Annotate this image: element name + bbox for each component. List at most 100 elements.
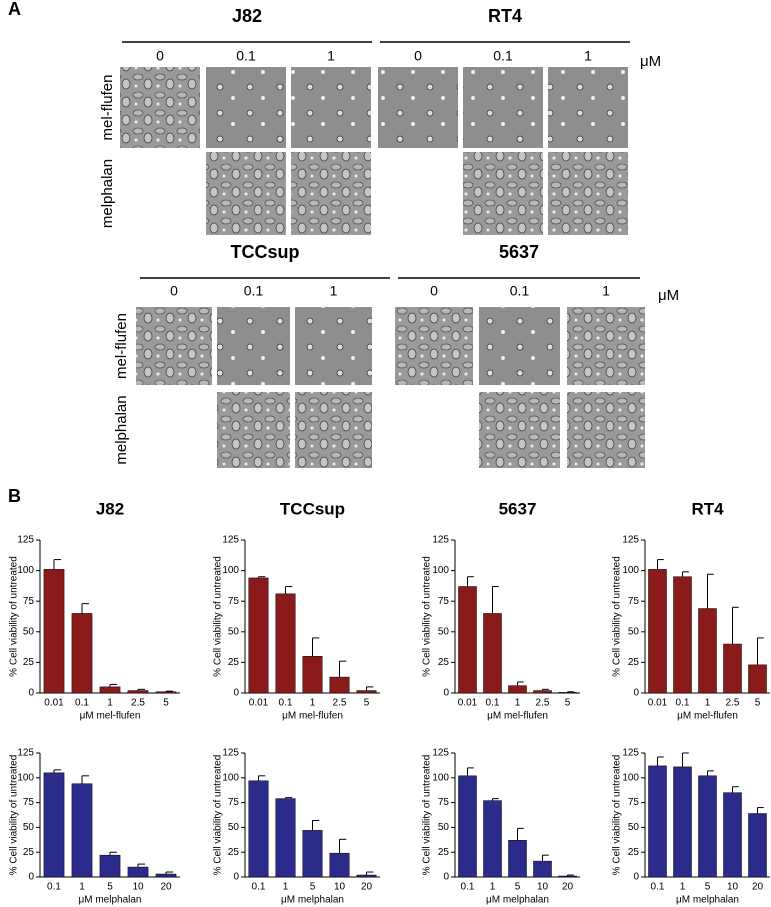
y-tick-label: 100 (622, 565, 639, 576)
x-tick-label: 1 (705, 698, 711, 709)
y-tick-label: 25 (228, 847, 240, 858)
micrograph (291, 67, 371, 148)
y-tick-label: 0 (633, 688, 639, 699)
x-tick-label: 5 (755, 698, 761, 709)
bar (248, 780, 269, 878)
row-label: melphalan (99, 159, 116, 228)
y-tick-label: 75 (628, 596, 640, 607)
x-tick-label: 5 (310, 882, 316, 893)
dose-label: 0 (414, 48, 422, 64)
chart-title: J82 (96, 499, 124, 518)
x-tick-label: 1 (79, 882, 85, 893)
bar (558, 875, 577, 878)
x-axis-label: μM melphalan (486, 895, 549, 906)
y-tick-label: 125 (622, 748, 639, 759)
x-axis-label: μM mel-flufen (80, 711, 141, 722)
micrograph (206, 152, 286, 235)
x-axis-label: μM mel-flufen (677, 711, 738, 722)
dose-label: 0.1 (493, 48, 513, 64)
dose-label: 1 (327, 48, 335, 64)
bar (533, 860, 552, 878)
x-tick-label: 5 (364, 698, 370, 709)
micrograph (206, 67, 286, 148)
bar (302, 656, 323, 694)
micrograph (567, 392, 645, 468)
dose-label: 0 (156, 48, 164, 64)
x-tick-label: 2.5 (536, 698, 550, 709)
x-tick-label: 0.1 (461, 882, 475, 893)
y-tick-label: 75 (438, 797, 450, 808)
micrograph (395, 307, 473, 385)
x-tick-label: 1 (515, 698, 521, 709)
y-tick-label: 0 (233, 872, 239, 883)
micrograph (217, 307, 290, 385)
x-tick-label: 1 (107, 698, 113, 709)
y-tick-label: 25 (23, 657, 35, 668)
y-tick-label: 75 (228, 596, 240, 607)
y-tick-label: 25 (23, 847, 35, 858)
y-tick-label: 75 (628, 797, 640, 808)
bar (508, 840, 527, 878)
y-tick-label: 125 (222, 748, 239, 759)
y-tick-label: 50 (438, 626, 450, 637)
x-tick-label: 0.1 (279, 698, 293, 709)
x-tick-label: 2.5 (333, 698, 347, 709)
y-tick-label: 100 (17, 772, 34, 783)
micrograph (295, 307, 372, 385)
bar (356, 690, 377, 694)
bar (127, 866, 149, 878)
y-axis-label: % Cell viability of untreated (612, 755, 623, 876)
dose-label: 1 (330, 283, 338, 299)
x-tick-label: 20 (160, 882, 172, 893)
y-tick-label: 100 (222, 772, 239, 783)
x-tick-label: 0.1 (651, 882, 665, 893)
x-tick-label: 5 (515, 882, 521, 893)
y-axis-label: % Cell viability of untreated (213, 556, 224, 677)
y-tick-label: 25 (438, 657, 450, 668)
bar (483, 800, 502, 878)
cell-line-name: RT4 (488, 6, 522, 26)
row-label: mel-flufen (99, 75, 116, 141)
x-tick-label: 10 (334, 882, 346, 893)
micrograph (463, 152, 543, 235)
bar (558, 692, 577, 694)
bar (648, 569, 667, 694)
x-tick-label: 0.01 (249, 698, 269, 709)
x-tick-label: 5 (565, 698, 571, 709)
y-tick-label: 50 (628, 626, 640, 637)
micrograph (567, 307, 645, 385)
y-tick-label: 50 (228, 626, 240, 637)
x-tick-label: 1 (283, 882, 289, 893)
bar (155, 691, 177, 694)
y-tick-label: 100 (432, 772, 449, 783)
micrograph (378, 67, 458, 148)
x-tick-label: 0.01 (648, 698, 668, 709)
x-tick-label: 0.1 (75, 698, 89, 709)
bar (483, 613, 502, 694)
y-tick-label: 125 (622, 535, 639, 546)
x-tick-label: 20 (752, 882, 764, 893)
micrograph (463, 67, 543, 148)
y-tick-label: 125 (17, 748, 34, 759)
y-tick-label: 0 (443, 872, 449, 883)
chart-title: 5637 (499, 499, 537, 518)
row-label: melphalan (113, 395, 130, 464)
bar (508, 685, 527, 694)
y-tick-label: 0 (633, 872, 639, 883)
bar (748, 813, 767, 878)
y-tick-label: 75 (23, 797, 35, 808)
bar (648, 765, 667, 878)
x-tick-label: 0.1 (486, 698, 500, 709)
y-tick-label: 100 (622, 772, 639, 783)
y-axis-label: % Cell viability of untreated (9, 755, 20, 876)
x-tick-label: 5 (107, 882, 113, 893)
bar (127, 690, 149, 694)
y-tick-label: 125 (432, 535, 449, 546)
dose-label: 0.1 (510, 283, 530, 299)
cell-line-name: J82 (232, 6, 262, 26)
bar (43, 772, 65, 878)
bar (275, 798, 296, 878)
unit-label: μM (640, 53, 661, 70)
micrograph (479, 307, 560, 385)
y-axis-label: % Cell viability of untreated (612, 556, 623, 677)
